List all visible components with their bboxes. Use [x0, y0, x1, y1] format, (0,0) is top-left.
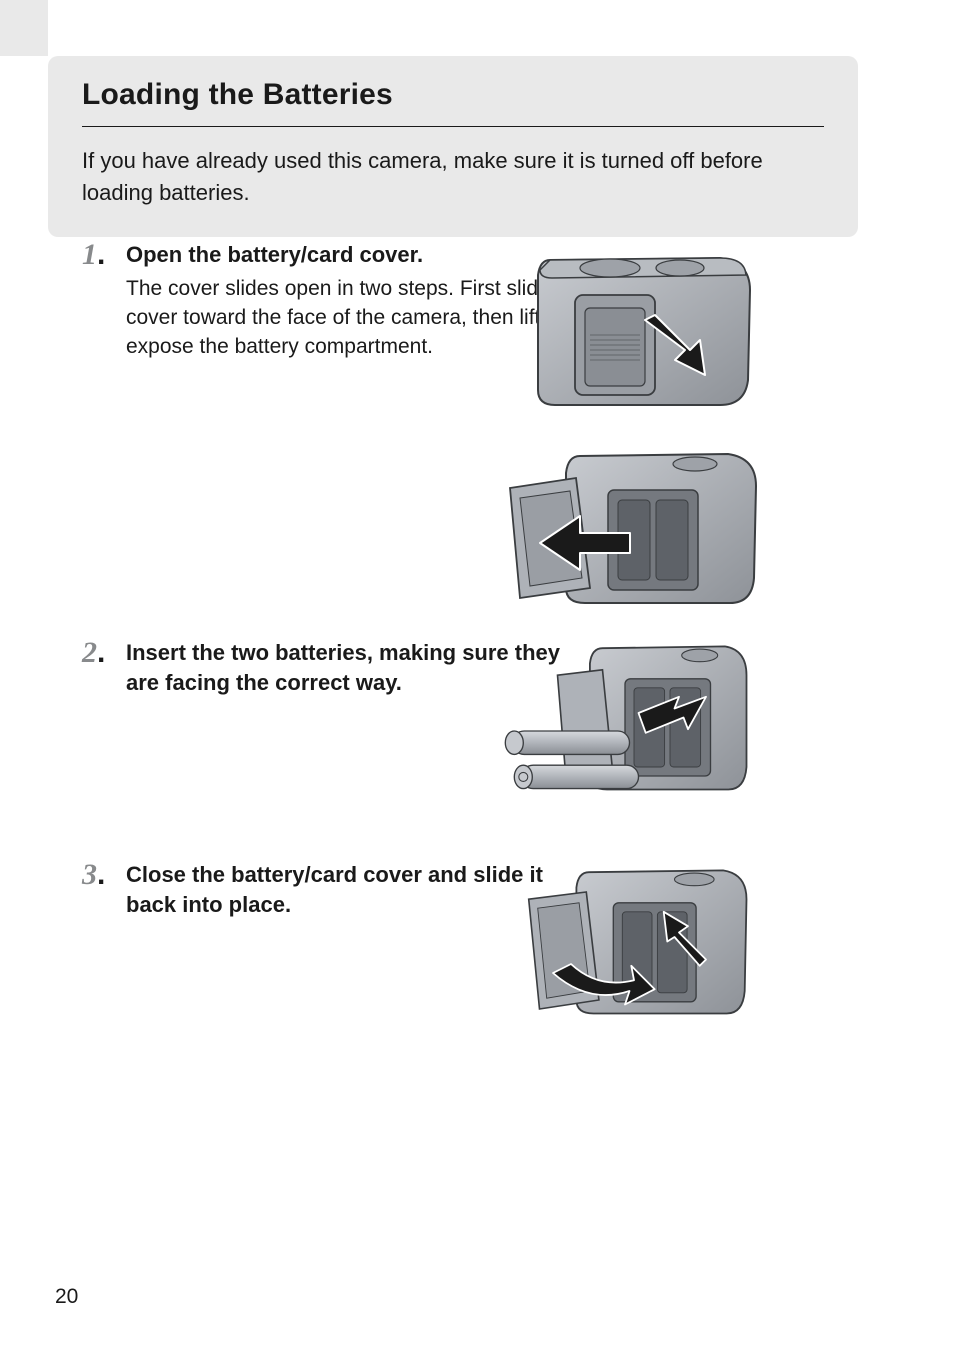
step-number-dot: .	[97, 238, 105, 271]
section-title: Loading the Batteries	[82, 78, 824, 127]
step-number-dot: .	[97, 858, 105, 891]
figure-insert-batteries-icon	[490, 632, 760, 812]
section-intro: If you have already used this camera, ma…	[82, 145, 824, 209]
figure-slide-cover-icon	[490, 240, 760, 420]
section-header: Loading the Batteries If you have alread…	[48, 56, 858, 237]
figure-close-cover-icon	[490, 856, 760, 1036]
step-number: 2.	[82, 638, 126, 668]
step-3-figures	[490, 856, 760, 1036]
step-1-figures	[490, 240, 760, 618]
page-side-tab	[0, 0, 48, 56]
step-number-dot: .	[97, 636, 105, 669]
figure-lift-cover-icon	[490, 438, 760, 618]
step-2-figures	[490, 632, 760, 812]
step-number: 3.	[82, 860, 126, 890]
step-number: 1.	[82, 240, 126, 270]
step-number-digit: 3	[82, 858, 97, 891]
step-number-digit: 2	[82, 636, 97, 669]
page-number: 20	[55, 1285, 78, 1309]
step-number-digit: 1	[82, 238, 97, 271]
